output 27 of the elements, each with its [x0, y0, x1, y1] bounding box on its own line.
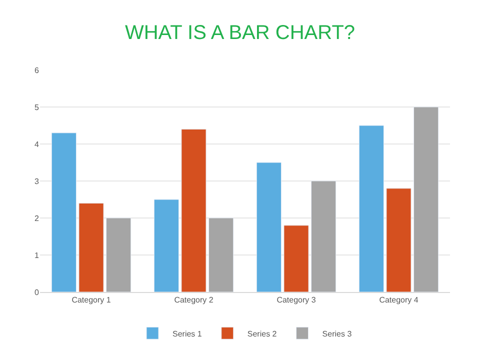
- legend-label: Series 1: [172, 329, 202, 338]
- bar: [414, 106, 439, 292]
- x-tick-label: Category 4: [379, 296, 419, 305]
- legend-label: Series 2: [247, 329, 278, 338]
- bar: [358, 125, 384, 292]
- bar: [78, 202, 104, 292]
- y-tick-label: 0: [34, 288, 40, 297]
- bar: [181, 128, 206, 292]
- legend-label: Series 3: [322, 329, 352, 338]
- bar: [386, 188, 412, 292]
- bar: [284, 225, 309, 292]
- bar: [208, 218, 234, 292]
- bar: [311, 180, 336, 292]
- bar: [51, 132, 76, 292]
- y-tick-label: 2: [34, 214, 40, 223]
- chart-title: WHAT IS A BAR CHART?: [124, 22, 356, 44]
- y-tick-label: 3: [34, 176, 40, 186]
- y-tick-label: 6: [34, 66, 40, 75]
- y-tick-label: 5: [34, 102, 40, 112]
- bar: [106, 218, 132, 292]
- x-tick-label: Category 2: [174, 296, 214, 305]
- bar: [154, 199, 179, 292]
- x-tick-label: Category 3: [276, 296, 316, 305]
- bar: [256, 162, 282, 292]
- y-tick-label: 1: [34, 250, 40, 260]
- x-tick-label: Category 1: [72, 296, 112, 305]
- y-tick-label: 4: [34, 140, 40, 149]
